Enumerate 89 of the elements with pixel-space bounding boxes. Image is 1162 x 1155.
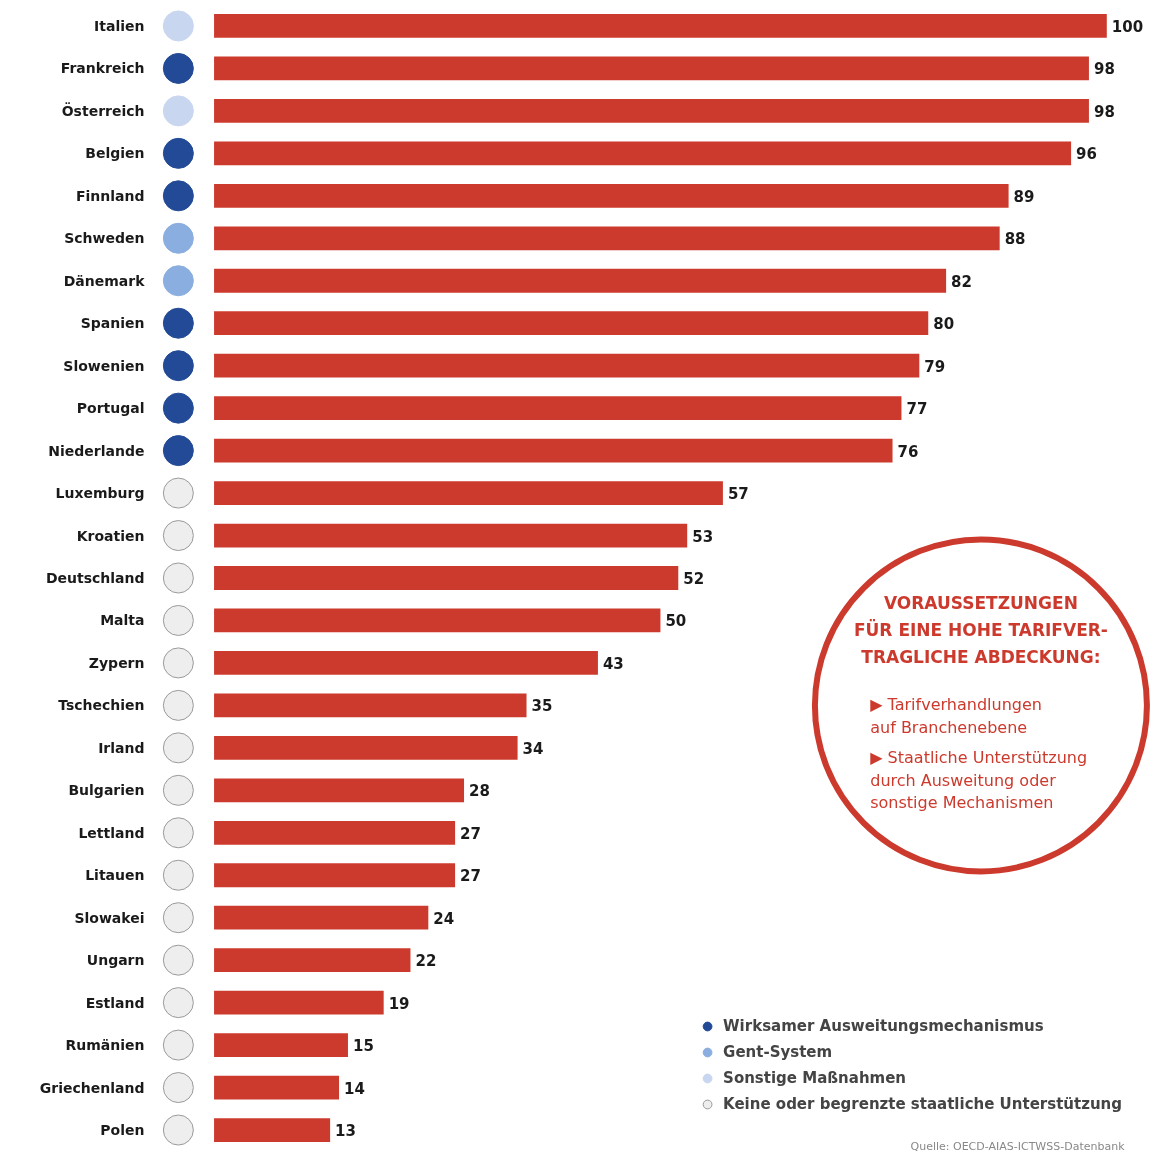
y-tick-label: Rumänien bbox=[65, 1037, 145, 1054]
data-label: 27 bbox=[460, 824, 481, 843]
bar bbox=[214, 353, 920, 378]
y-tick-label: Österreich bbox=[61, 101, 145, 119]
bar bbox=[214, 820, 456, 845]
y-tick-label: Litauen bbox=[85, 867, 145, 884]
bar bbox=[214, 1075, 340, 1100]
data-label: 89 bbox=[1013, 187, 1035, 206]
bar bbox=[214, 183, 1009, 208]
bar bbox=[214, 778, 465, 803]
data-label: 82 bbox=[951, 272, 972, 291]
data-label: 13 bbox=[335, 1122, 356, 1141]
bar bbox=[214, 1033, 348, 1057]
bar bbox=[214, 948, 411, 973]
bar bbox=[214, 863, 456, 888]
bar bbox=[214, 481, 723, 505]
data-label: 22 bbox=[415, 952, 437, 971]
data-label: 100 bbox=[1111, 17, 1144, 36]
y-tick-label: Irland bbox=[98, 739, 145, 756]
annotation: ▶ Tarifverhandlungen auf Branchenebene bbox=[870, 694, 1042, 737]
y-tick-label: Slowakei bbox=[74, 909, 145, 926]
y-tick-label: Estland bbox=[85, 994, 145, 1011]
y-tick-label: Kroatien bbox=[76, 527, 145, 544]
bar bbox=[214, 735, 518, 760]
y-tick-label: Ungarn bbox=[86, 952, 145, 969]
data-label: 27 bbox=[460, 867, 481, 886]
bar bbox=[214, 99, 1089, 123]
data-label: 14 bbox=[344, 1079, 365, 1098]
data-label: 79 bbox=[924, 357, 946, 376]
bar bbox=[214, 14, 1107, 38]
bar bbox=[214, 141, 1072, 166]
y-tick-label: Belgien bbox=[85, 145, 145, 162]
bar bbox=[214, 1118, 331, 1142]
bar bbox=[214, 311, 929, 336]
data-label: 52 bbox=[683, 570, 705, 588]
bar bbox=[214, 438, 893, 463]
bar bbox=[214, 56, 1089, 81]
y-tick-label: Deutschland bbox=[45, 570, 145, 586]
y-tick-label: Schweden bbox=[64, 230, 145, 247]
y-tick-label: Bulgarien bbox=[68, 782, 145, 799]
bar bbox=[214, 608, 661, 633]
y-tick-label: Finnland bbox=[75, 187, 145, 204]
data-label: 35 bbox=[531, 697, 553, 716]
data-label: 43 bbox=[602, 654, 624, 673]
y-tick-label: Spanien bbox=[80, 315, 145, 332]
y-tick-label: Frankreich bbox=[60, 60, 145, 77]
legend-label: Sonstige Maßnahmen bbox=[723, 1069, 907, 1087]
bar bbox=[214, 651, 598, 675]
y-tick-label: Portugal bbox=[76, 400, 145, 417]
data-label: 77 bbox=[906, 400, 928, 419]
y-tick-label: Lettland bbox=[78, 824, 145, 841]
data-label: 57 bbox=[727, 485, 749, 504]
data-label: 80 bbox=[933, 315, 955, 334]
data-label: 28 bbox=[469, 782, 490, 801]
data-label: 34 bbox=[522, 739, 544, 758]
data-label: 76 bbox=[897, 442, 919, 461]
legend-label: Keine oder begrenzte staatliche Unterstützung bbox=[723, 1095, 1122, 1113]
y-tick-label: Tschechien bbox=[58, 697, 145, 714]
data-label: 96 bbox=[1076, 145, 1097, 164]
annotation: Quelle: OECD-AIAS-ICTWSS-Datenbank bbox=[910, 1139, 1126, 1153]
y-tick-label: Italien bbox=[94, 17, 145, 34]
legend-label: Wirksamer Ausweitungsmechanismus bbox=[723, 1017, 1044, 1035]
y-tick-label: Dänemark bbox=[63, 272, 146, 289]
data-label: 88 bbox=[1004, 230, 1026, 249]
data-label: 53 bbox=[692, 527, 714, 546]
bar bbox=[214, 566, 679, 590]
data-label: 98 bbox=[1093, 60, 1115, 79]
annotation: VORAUSSETZUNGEN FÜR EINE HOHE TARIFVER- TRAGLICHE ABDECKUNG: bbox=[853, 592, 1108, 667]
y-tick-label: Polen bbox=[100, 1122, 145, 1139]
bar bbox=[214, 990, 384, 1015]
legend-label: Gent-System bbox=[723, 1043, 833, 1061]
bar bbox=[214, 268, 947, 293]
bar bbox=[214, 396, 902, 421]
y-tick-label: Niederlande bbox=[48, 442, 145, 459]
data-label: 15 bbox=[352, 1037, 374, 1056]
bar bbox=[214, 905, 429, 930]
data-label: 50 bbox=[665, 612, 687, 631]
data-label: 19 bbox=[388, 994, 410, 1013]
y-tick-label: Malta bbox=[100, 612, 145, 629]
data-label: 24 bbox=[433, 909, 455, 928]
y-tick-label: Zypern bbox=[88, 654, 145, 671]
data-label: 98 bbox=[1093, 102, 1115, 121]
y-tick-label: Luxemburg bbox=[55, 485, 145, 502]
y-tick-label: Griechenland bbox=[39, 1079, 145, 1096]
annotation: ▶ Staatliche Unterstützung durch Ausweitung oder sonstige Mechanismen bbox=[870, 747, 1088, 813]
bar bbox=[214, 693, 527, 718]
bar bbox=[214, 226, 1000, 251]
bar bbox=[214, 523, 688, 548]
y-tick-label: Slowenien bbox=[63, 357, 145, 374]
